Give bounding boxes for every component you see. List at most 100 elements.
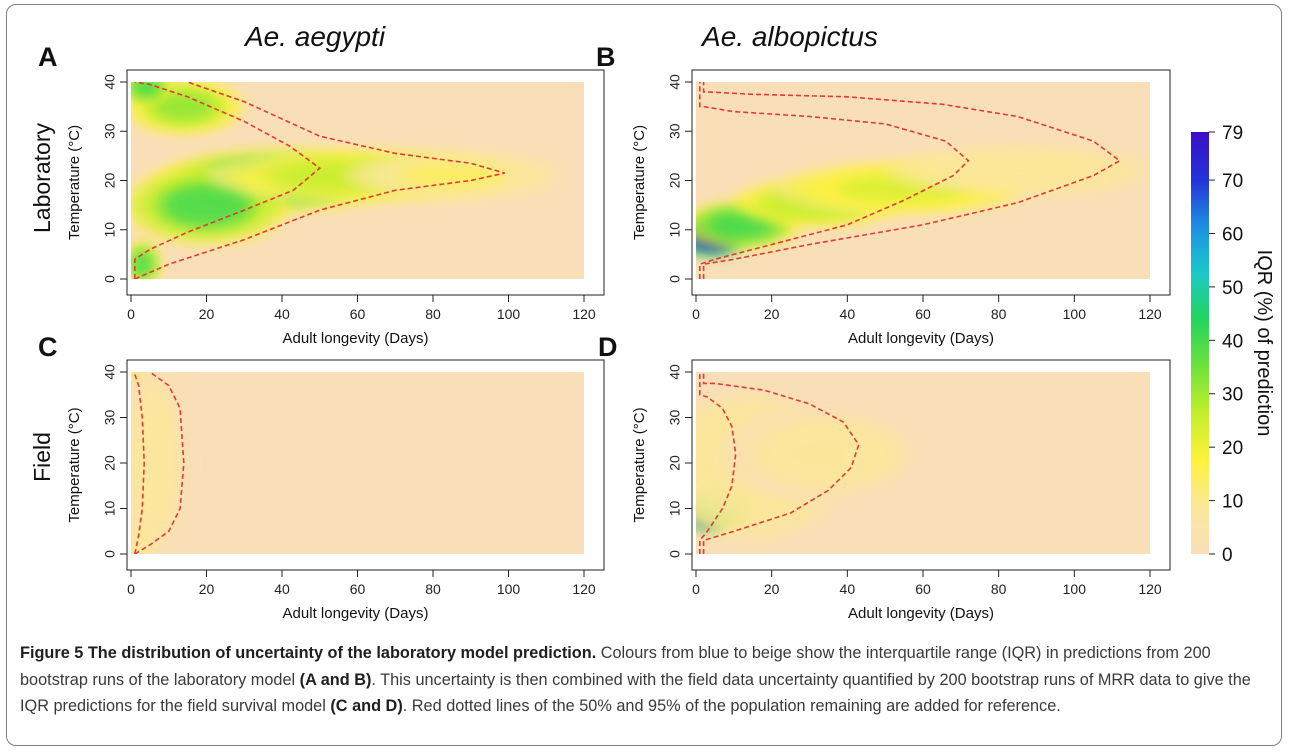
y-axis-label: Temperature (°C)	[631, 407, 648, 522]
x-axis-label: Adult longevity (Days)	[848, 605, 994, 622]
x-tick-label: 120	[1138, 581, 1162, 597]
panel-letter-b: B	[596, 42, 616, 72]
row-label-laboratory: Laboratory	[29, 123, 55, 233]
y-axis-label: Temperature (°C)	[66, 407, 83, 522]
contour-50pct	[134, 82, 322, 279]
heatmap-hotspot	[773, 428, 883, 480]
y-tick-label: 40	[667, 74, 683, 90]
x-tick-label: 100	[497, 581, 521, 597]
x-tick-label: 80	[425, 306, 441, 322]
heatmap-hotspot	[135, 404, 172, 522]
x-tick-label: 0	[127, 306, 135, 322]
caption-title: Figure 5 The distribution of uncertainty…	[20, 644, 597, 662]
colorbar-gradient	[1191, 132, 1209, 554]
x-tick-label: 40	[840, 306, 856, 322]
x-tick-label: 80	[425, 581, 441, 597]
x-axis-label: Adult longevity (Days)	[283, 605, 429, 622]
y-tick-label: 30	[102, 123, 118, 139]
y-tick-label: 20	[102, 455, 118, 471]
y-tick-label: 0	[102, 275, 118, 283]
contour-50pct	[699, 372, 737, 554]
colorbar-label: IQR (%) of prediction	[1253, 250, 1275, 437]
y-tick-label: 10	[102, 222, 118, 238]
heatmap-hotspot	[164, 185, 249, 225]
caption-text-2: . This uncertainty is then combined with…	[20, 670, 1251, 716]
colorbar-tick-label: 50	[1222, 278, 1243, 299]
x-tick-label: 60	[915, 306, 931, 322]
x-axis-label: Adult longevity (Days)	[848, 330, 994, 347]
x-tick-label: 20	[199, 306, 215, 322]
y-tick-label: 30	[667, 123, 683, 139]
y-tick-label: 20	[102, 173, 118, 189]
y-axis-label: Temperature (°C)	[66, 125, 83, 240]
y-tick-label: 30	[102, 410, 118, 426]
panel-border	[691, 69, 1171, 296]
x-tick-label: 60	[350, 581, 366, 597]
contour-95pct	[134, 82, 505, 279]
x-tick-label: 0	[692, 581, 700, 597]
panel-border	[126, 69, 605, 296]
heatmap-background	[131, 372, 584, 554]
y-tick-label: 20	[667, 455, 683, 471]
row-label-field: Field	[29, 432, 55, 482]
y-tick-label: 0	[667, 550, 683, 558]
y-tick-label: 0	[102, 550, 118, 558]
heatmap-cells	[131, 82, 561, 279]
colorbar-tick-label: 70	[1222, 171, 1243, 192]
colorbar: 79 70 60 50 40 30 20 10 0 IQR (%) of prediction	[1191, 123, 1275, 566]
colorbar-tick-label: 0	[1222, 545, 1233, 566]
y-tick-label: 10	[102, 501, 118, 517]
heatmap-cells	[131, 372, 190, 554]
figure-caption: Figure 5 The distribution of uncertainty…	[20, 640, 1270, 720]
x-tick-label: 80	[991, 581, 1007, 597]
caption-ref-ab: (A and B)	[299, 670, 372, 689]
caption-text-1: Colours from blue to beige show the inte…	[20, 644, 1211, 689]
x-tick-label: 100	[1063, 306, 1087, 322]
x-tick-label: 0	[692, 306, 700, 322]
contour-50pct	[134, 372, 146, 554]
panel-c-chart: 0 20 40 60 80 100 120 0 10 20 30 40 Adult longevity …	[66, 359, 605, 622]
x-tick-label: 20	[199, 581, 215, 597]
colorbar-tick-label: 40	[1222, 331, 1243, 352]
colorbar-tick-label: 30	[1222, 385, 1243, 406]
x-tick-label: 20	[764, 306, 780, 322]
panel-border	[691, 359, 1171, 571]
colorbar-tick-label: 10	[1222, 492, 1243, 513]
x-tick-label: 60	[350, 306, 366, 322]
y-tick-label: 40	[667, 364, 683, 380]
contour-95pct	[134, 372, 185, 554]
panel-letter-a: A	[38, 42, 58, 72]
x-tick-label: 40	[840, 581, 856, 597]
y-tick-label: 40	[102, 364, 118, 380]
x-tick-label: 40	[274, 581, 290, 597]
column-title-albopictus: Ae. albopictus	[700, 21, 878, 52]
y-tick-label: 10	[667, 501, 683, 517]
colorbar-tick-label: 60	[1222, 224, 1243, 245]
y-tick-label: 40	[102, 74, 118, 90]
x-tick-label: 0	[127, 581, 135, 597]
heatmap-hotspot	[153, 92, 215, 121]
y-tick-label: 30	[667, 410, 683, 426]
x-tick-label: 80	[991, 306, 1007, 322]
caption-text-3: . Red dotted lines of the 50% and 95% of…	[402, 697, 1061, 715]
x-tick-label: 100	[1063, 581, 1087, 597]
x-tick-label: 120	[572, 306, 596, 322]
panel-letter-d: D	[598, 332, 618, 362]
x-tick-label: 120	[1138, 306, 1162, 322]
y-tick-label: 0	[667, 275, 683, 283]
heatmap-cells	[696, 147, 1150, 257]
column-title-aegypti: Ae. aegypti	[243, 21, 386, 52]
y-tick-label: 10	[667, 222, 683, 238]
heatmap-hotspot	[133, 252, 152, 277]
contour-50pct	[699, 82, 970, 279]
y-axis-label: Temperature (°C)	[631, 125, 648, 240]
panel-d-chart: 0 20 40 60 80 100 120 0 10 20 30 40 Adult longevity …	[631, 359, 1171, 622]
caption-ref-cd: (C and D)	[330, 697, 403, 715]
colorbar-tick-label: 79	[1222, 123, 1243, 144]
figure-canvas: Ae. aegypti Ae. albopictus Laboratory Fi…	[29, 21, 1275, 622]
panel-b-chart: 0 20 40 60 80 100 120 0 10 20 30 40 Adult longevity …	[631, 69, 1171, 347]
panel-border	[126, 359, 605, 571]
x-tick-label: 100	[497, 306, 521, 322]
panel-a-chart: 0 20 40 60 80 100 120 0 10 20 30 40 Adult longevity …	[66, 69, 605, 347]
heatmap-hotspot	[950, 158, 1085, 183]
